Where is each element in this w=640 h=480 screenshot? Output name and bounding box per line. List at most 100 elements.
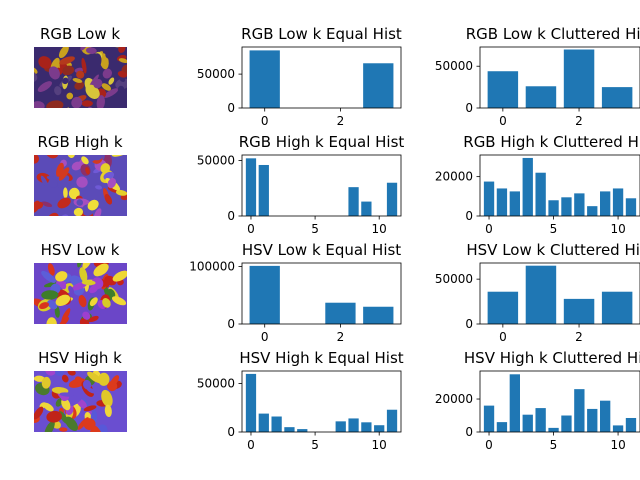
- image-title: HSV High k: [38, 349, 122, 367]
- bar: [348, 418, 359, 432]
- bar: [271, 416, 282, 432]
- x-tick-label: 0: [247, 438, 255, 452]
- chart-title: RGB Low k Equal Hist: [241, 25, 402, 43]
- bar: [496, 422, 508, 432]
- bar: [284, 427, 295, 432]
- flower-image: [34, 155, 127, 216]
- bar: [509, 374, 520, 432]
- bar: [601, 87, 633, 108]
- x-tick-label: 5: [550, 438, 558, 452]
- x-tick-label: 0: [499, 114, 507, 128]
- y-tick-label: 20000: [435, 392, 473, 406]
- x-tick-label: 10: [372, 438, 387, 452]
- chart-title: RGB Low k Cluttered Hist: [466, 25, 640, 43]
- chart-panel: HSV Low k Cluttered Hist 0 2 0 50000: [435, 241, 640, 344]
- x-tick-label: 0: [485, 222, 493, 236]
- bar: [612, 425, 624, 432]
- y-tick-label: 50000: [197, 377, 235, 391]
- bar: [535, 172, 546, 216]
- y-tick-label: 0: [227, 317, 235, 331]
- chart-title: RGB High k Cluttered Hist: [463, 133, 640, 151]
- chart-panel: RGB Low k Equal Hist 0 2 0 50000: [197, 25, 402, 128]
- bar: [601, 291, 633, 324]
- flower-image: [34, 263, 127, 324]
- y-tick-label: 0: [227, 101, 235, 115]
- axes-frame: [241, 262, 402, 325]
- bar: [325, 302, 356, 324]
- y-tick-label: 20000: [435, 170, 473, 184]
- chart-title: HSV High k Cluttered Hist: [464, 349, 640, 367]
- chart-panel: HSV High k Equal Hist 0 5 10 0 50000: [197, 349, 404, 452]
- bar: [600, 191, 611, 216]
- bar: [525, 86, 557, 108]
- bar: [574, 389, 585, 432]
- x-tick-label: 2: [337, 114, 345, 128]
- bar: [348, 187, 359, 216]
- x-tick-label: 10: [610, 438, 625, 452]
- bar: [361, 422, 372, 432]
- axes-frame: [241, 154, 402, 217]
- chart-panel: RGB Low k Cluttered Hist 0 2 0 50000: [435, 25, 640, 128]
- bar: [258, 164, 269, 216]
- y-tick-label: 0: [465, 101, 473, 115]
- bar: [496, 188, 508, 216]
- image-panel: HSV High k: [34, 349, 127, 432]
- bar: [625, 417, 637, 432]
- bar: [363, 63, 394, 108]
- bar: [587, 206, 598, 216]
- x-tick-label: 0: [499, 330, 507, 344]
- bar: [522, 157, 533, 216]
- flower-image: [34, 371, 127, 432]
- axes-frame: [479, 370, 640, 433]
- bar: [297, 429, 308, 432]
- x-tick-label: 10: [610, 222, 625, 236]
- bar: [509, 191, 520, 216]
- bar: [563, 49, 595, 108]
- bar: [483, 405, 495, 432]
- axes-frame: [479, 262, 640, 325]
- chart-panel: HSV High k Cluttered Hist 0 5 10 0 20000: [435, 349, 640, 452]
- bar: [525, 265, 557, 324]
- bar: [386, 409, 398, 432]
- bar: [363, 306, 394, 324]
- chart-title: HSV Low k Equal Hist: [242, 241, 401, 259]
- y-tick-label: 0: [227, 425, 235, 439]
- x-tick-label: 0: [485, 438, 493, 452]
- chart-panel: RGB High k Cluttered Hist 0 5 10 0 20000: [435, 133, 640, 236]
- x-tick-label: 5: [311, 222, 319, 236]
- bar: [335, 421, 346, 432]
- x-tick-label: 2: [337, 330, 345, 344]
- chart-title: HSV Low k Cluttered Hist: [466, 241, 640, 259]
- bar: [561, 415, 572, 432]
- image-panel: RGB Low k: [34, 25, 127, 108]
- y-tick-label: 50000: [435, 272, 473, 286]
- bar: [386, 182, 398, 216]
- image-title: HSV Low k: [41, 241, 120, 259]
- bar: [574, 193, 585, 216]
- bar: [600, 400, 611, 432]
- y-tick-label: 50000: [197, 67, 235, 81]
- y-tick-label: 0: [465, 425, 473, 439]
- chart-panel: HSV Low k Equal Hist 0 2 0 100000: [189, 241, 402, 344]
- y-tick-label: 0: [465, 317, 473, 331]
- x-tick-label: 0: [261, 330, 269, 344]
- bar: [245, 373, 257, 432]
- bar: [249, 265, 280, 324]
- x-tick-label: 5: [311, 438, 319, 452]
- bar: [587, 408, 598, 432]
- bar: [563, 298, 595, 324]
- y-tick-label: 50000: [197, 154, 235, 168]
- bar: [487, 71, 519, 108]
- bar: [487, 291, 519, 324]
- y-tick-label: 100000: [189, 260, 235, 274]
- x-tick-label: 2: [575, 114, 583, 128]
- chart-title: HSV High k Equal Hist: [239, 349, 403, 367]
- bar: [374, 425, 385, 432]
- bar: [258, 413, 269, 432]
- bar: [245, 158, 257, 216]
- bar: [625, 198, 637, 216]
- x-tick-label: 2: [575, 330, 583, 344]
- bar: [612, 188, 624, 216]
- axes-frame: [479, 46, 640, 109]
- y-tick-label: 50000: [435, 59, 473, 73]
